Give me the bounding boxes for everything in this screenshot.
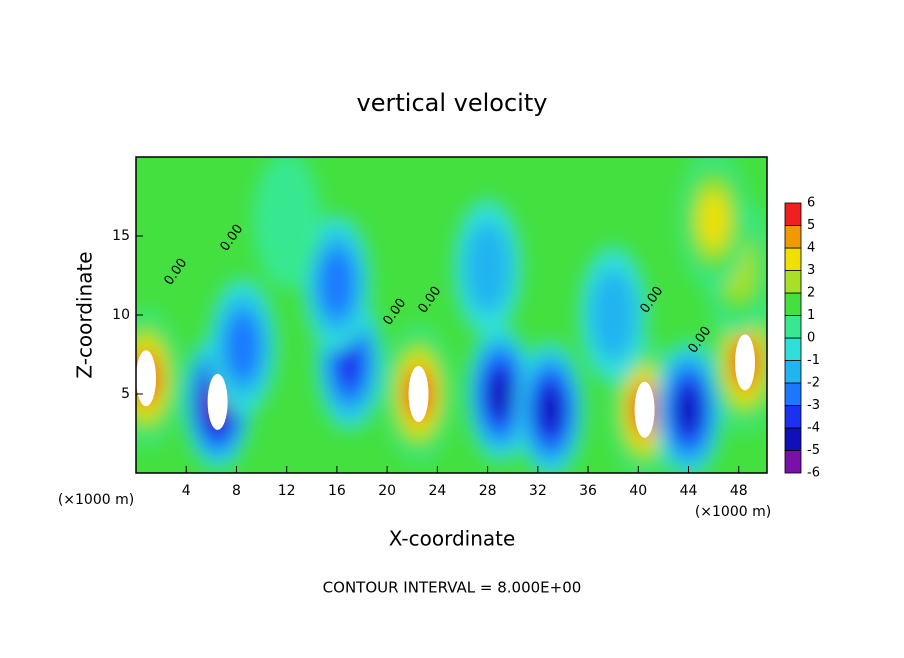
colorbar-box <box>784 360 802 384</box>
field-blob <box>225 312 260 381</box>
x-tick-label: 40 <box>629 483 647 499</box>
field-blob <box>464 222 511 313</box>
field-blob <box>590 269 636 361</box>
field-blob <box>677 387 700 433</box>
field-blob-core <box>735 334 756 391</box>
colorbar-label: -6 <box>807 466 820 481</box>
colorbar-label: -3 <box>807 398 820 413</box>
colorbar-label: -2 <box>807 376 820 391</box>
colorbar-box <box>784 225 802 249</box>
colorbar-box <box>784 315 802 339</box>
field-blob <box>539 387 562 433</box>
x-tick-label: 24 <box>428 483 446 499</box>
x-axis-label: X-coordinate <box>389 527 516 551</box>
colorbar-box <box>784 427 802 451</box>
x-tick-label: 12 <box>278 483 296 499</box>
chart-title: vertical velocity <box>357 89 548 117</box>
x-unit-label: (×1000 m) <box>695 504 771 520</box>
colorbar-label: 1 <box>807 308 815 323</box>
field-blob-core <box>634 381 655 438</box>
x-tick-label: 48 <box>730 483 748 499</box>
colorbar-label: 0 <box>807 331 815 346</box>
x-unit-label: (×1000 m) <box>58 492 134 508</box>
field-blob <box>319 249 354 318</box>
x-tick-label: 16 <box>328 483 346 499</box>
x-tick-label: 32 <box>529 483 547 499</box>
colorbar-box <box>784 292 802 316</box>
x-tick-label: 36 <box>579 483 597 499</box>
colorbar-box <box>784 382 802 406</box>
colorbar-label: 4 <box>807 241 815 256</box>
colorbar-box <box>784 202 802 226</box>
colorbar-label: -1 <box>807 353 820 368</box>
y-tick-label: 5 <box>121 386 130 402</box>
colorbar-box <box>784 337 802 361</box>
field-blob-core <box>207 373 228 430</box>
colorbar-box <box>784 405 802 429</box>
plot-area: 0.000.000.00 0.000.000.00 <box>136 157 767 473</box>
colorbar-label: -5 <box>807 443 820 458</box>
x-tick-label: 44 <box>680 483 698 499</box>
colorbar-box <box>784 450 802 474</box>
colorbar-label: -4 <box>807 421 820 436</box>
colorbar-label: 6 <box>807 196 815 211</box>
y-tick-label: 10 <box>112 307 130 323</box>
footer: CONTOUR INTERVAL = 8.000E+00 <box>323 579 582 597</box>
field-blob <box>252 157 321 289</box>
x-tick-label: 28 <box>479 483 497 499</box>
colorbar-box <box>784 270 802 294</box>
colorbar-label: 5 <box>807 218 815 233</box>
field-blob-core <box>136 350 157 407</box>
x-tick-label: 8 <box>232 483 241 499</box>
x-tick-label: 4 <box>182 483 191 499</box>
colorbar-label: 2 <box>807 286 815 301</box>
colorbar-box <box>784 247 802 271</box>
field-blob <box>700 193 728 248</box>
y-tick-label: 15 <box>112 228 130 244</box>
y-axis-label: Z-coordinate <box>73 251 97 378</box>
x-tick-label: 20 <box>378 483 396 499</box>
field-blob-core <box>408 366 429 422</box>
colorbar-label: 3 <box>807 263 815 278</box>
field-blob <box>488 371 512 417</box>
